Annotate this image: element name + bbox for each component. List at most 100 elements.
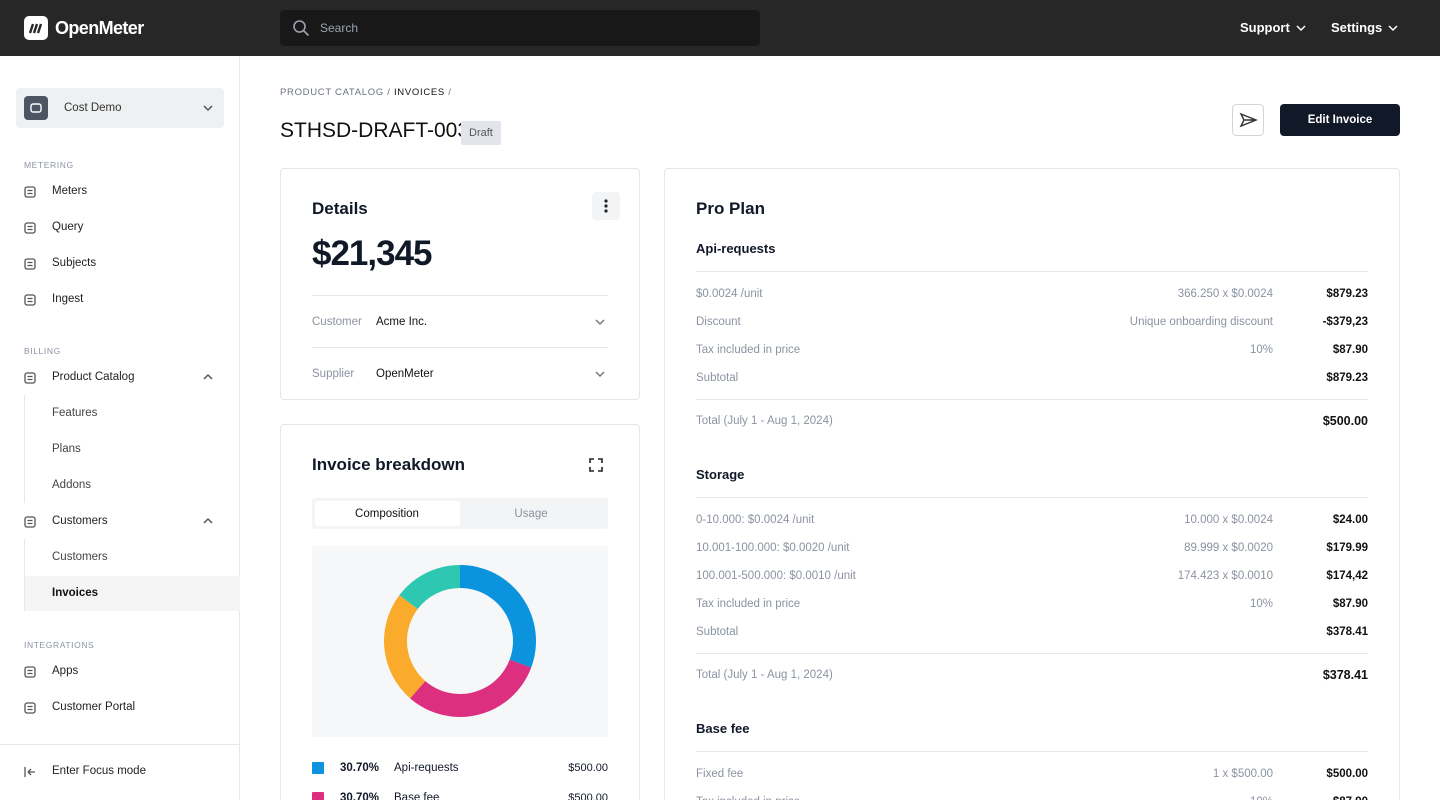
nav-icon-svg [24,372,36,384]
nav-subitem[interactable]: Customers [52,551,108,563]
divider [696,399,1368,400]
nav-icon [24,221,36,234]
nav-subitem[interactable]: Features [52,407,98,419]
brand-name[interactable]: OpenMeter [55,18,144,38]
donut-segment[interactable] [399,565,460,610]
line-amount: $879.23 [1326,288,1368,300]
nav-icon-svg [24,702,36,714]
nav-subitem[interactable]: Plans [52,443,81,455]
nav-item[interactable]: Customer Portal [52,701,136,713]
invoice-title: STHSD-DRAFT-003 [280,119,470,142]
line-label: Subtotal [696,372,739,384]
nav-item[interactable]: Customers [52,515,108,527]
legend-percent: 30.70% [340,762,380,774]
kebab-button[interactable] [592,192,620,220]
legend-swatch [312,792,324,800]
expand-button[interactable] [588,457,604,473]
nav-icon [24,515,36,528]
nav-icon-svg [24,666,36,678]
nav-icon [24,665,36,678]
nav-heading: BILLING [24,346,61,356]
nav-selected [24,576,240,611]
nav-chevron-svg [203,517,213,524]
menu-chevron-svg [1388,25,1398,32]
line-label: 0-10.000: $0.0024 /unit [696,514,815,526]
sidebar [0,56,240,800]
section-title: Storage [696,467,745,482]
nav-item[interactable]: Meters [52,185,88,197]
top-menu[interactable]: Settings [1331,20,1383,35]
card-title: Details [312,199,368,218]
field-chevron[interactable] [593,315,607,329]
line-label: $0.0024 /unit [696,288,763,300]
nav-chevron-svg [203,373,213,380]
line-detail: 89.999 x $0.0020 [1184,542,1273,554]
nav-chevron [201,514,215,528]
nav-subitem[interactable]: Invoices [52,587,99,599]
nav-tree-line [24,539,25,611]
nav-icon-svg [24,186,36,198]
search-placeholder: Search [320,21,359,35]
total-amount: $500.00 [1322,414,1368,428]
line-amount: $87.90 [1332,344,1368,356]
top-menu[interactable]: Support [1240,20,1290,35]
workspace-select[interactable] [16,88,224,128]
nav-icon [24,371,36,384]
card-title: Pro Plan [696,199,765,218]
field-chevron-svg [595,319,605,326]
nav-item[interactable]: Ingest [52,293,84,305]
workspace-name: Cost Demo [64,102,122,114]
expand-button-svg [589,458,603,472]
breakdown-card [280,424,640,800]
nav-item[interactable]: Apps [52,665,79,677]
kebab-button-svg [592,192,620,220]
edit-button[interactable] [1280,104,1400,136]
logo-icon[interactable] [24,16,48,40]
nav-icon [24,185,36,198]
line-detail: 10% [1250,793,1273,800]
send-button[interactable] [1232,104,1264,136]
nav-item[interactable]: Subjects [52,257,97,269]
search-icon-svg [293,20,310,37]
focus-icon-svg [24,767,35,777]
donut-segment[interactable] [384,595,426,699]
focus-mode[interactable]: Enter Focus mode [52,765,146,777]
line-detail: 174.423 x $0.0010 [1177,570,1273,582]
breadcrumb-item[interactable]: INVOICES [393,87,445,98]
edit-button-label[interactable]: Edit Invoice [1307,114,1373,126]
section-title: Base fee [696,721,750,736]
search-box[interactable] [280,10,760,46]
tab[interactable]: Composition [355,508,419,520]
total-label: Total (July 1 - Aug 1, 2024) [696,415,833,427]
line-label: Subtotal [696,626,739,638]
donut-segment[interactable] [410,659,532,717]
line-amount: $378.41 [1326,626,1368,638]
donut-segment[interactable] [460,565,536,668]
tab[interactable]: Usage [514,508,548,520]
nav-icon-svg [24,222,36,234]
nav-item[interactable]: Product Catalog [52,371,135,383]
breadcrumb-item[interactable]: PRODUCT CATALOG [280,87,384,98]
workspace-chevron-svg [203,105,213,112]
nav-subitem[interactable]: Addons [52,479,92,491]
field-label: Customer [312,316,362,328]
field-value[interactable]: Acme Inc. [376,316,428,328]
total-label: Total (July 1 - Aug 1, 2024) [696,669,833,681]
field-chevron[interactable] [593,367,607,381]
line-amount: $87.90 [1332,598,1368,610]
legend-percent: 30.70% [340,792,380,800]
menu-chevron-svg [1296,25,1306,32]
breadcrumb-separator: / [444,87,452,98]
donut-chart [384,565,536,717]
tab-active [315,501,460,526]
nav-item[interactable]: Query [52,221,84,233]
field-value[interactable]: OpenMeter [376,368,434,380]
send-button-svg [1232,104,1264,136]
breadcrumb-separator: / [383,87,394,98]
section-title: Api-requests [696,241,776,256]
line-detail: Unique onboarding discount [1129,316,1273,328]
invoice-total: $21,345 [312,234,433,273]
line-label: 100.001-500.000: $0.0010 /unit [696,570,856,582]
nav-icon-svg [24,516,36,528]
